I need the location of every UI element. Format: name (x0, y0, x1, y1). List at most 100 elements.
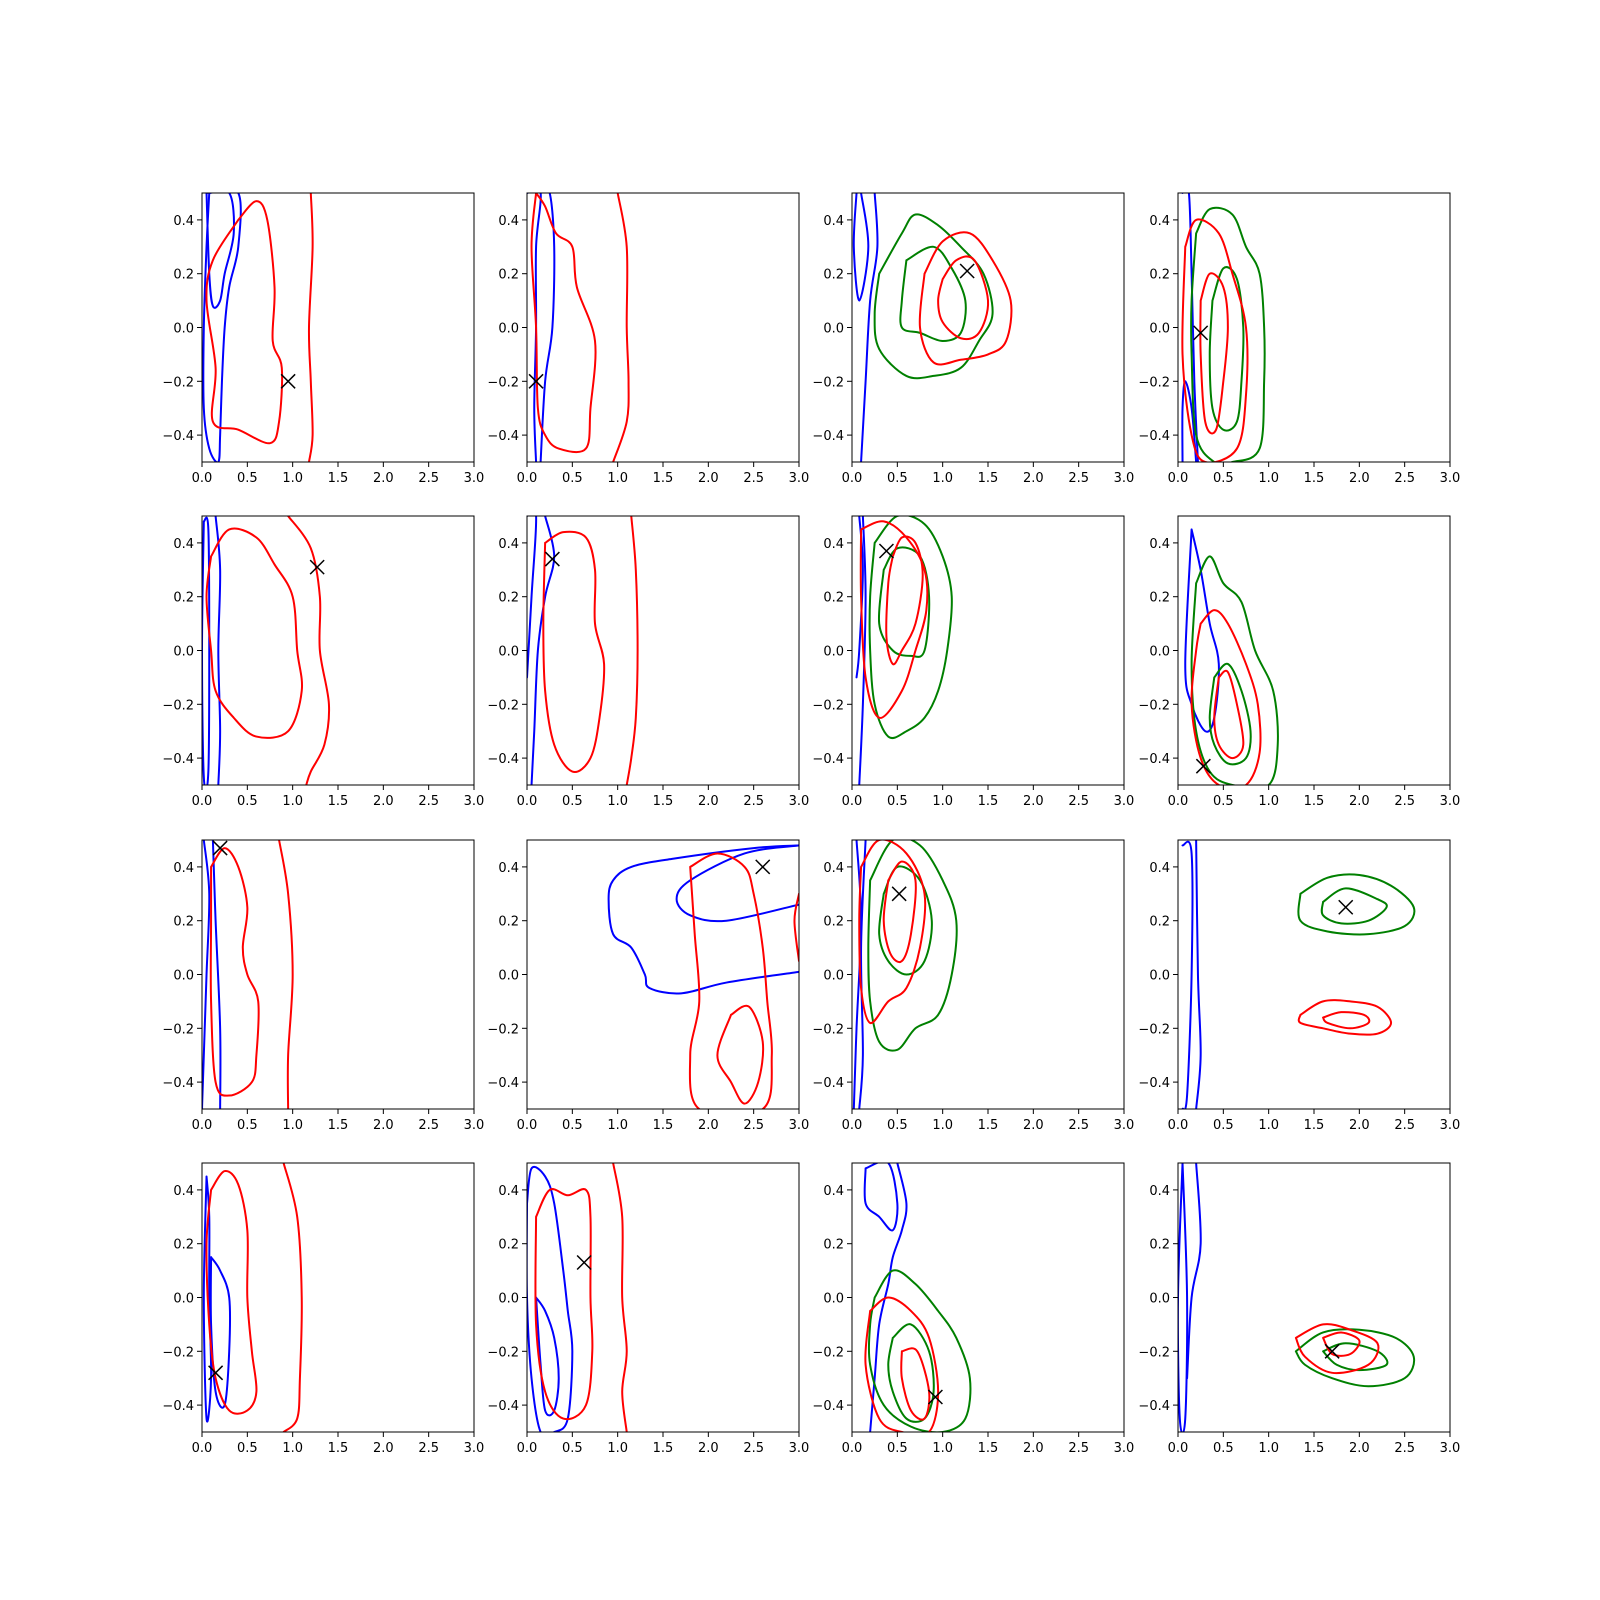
x-tick-label: 3.0 (789, 1118, 810, 1133)
red-contour (1297, 999, 1393, 1036)
y-tick-label: −0.4 (487, 752, 519, 767)
x-tick-label: 1.0 (932, 1441, 953, 1456)
x-tick-label: 1.0 (932, 471, 953, 486)
contour-lines (202, 1163, 303, 1432)
axes-frame (851, 839, 1125, 1110)
y-tick-label: −0.2 (162, 1345, 194, 1360)
y-tick-label: 0.4 (823, 214, 844, 229)
red-contour (1213, 669, 1245, 760)
red-contour (209, 847, 260, 1097)
x-tick-label: 1.5 (328, 1118, 349, 1133)
x-tick-label: 3.0 (789, 1441, 810, 1456)
y-tick-label: −0.2 (812, 1345, 844, 1360)
red-contour (885, 535, 924, 666)
green-contour (867, 840, 958, 1052)
x-tick-label: 1.5 (328, 471, 349, 486)
y-tick-label: 0.0 (823, 1292, 844, 1307)
y-tick-label: −0.4 (487, 429, 519, 444)
x-marker (891, 886, 907, 902)
y-tick-label: 0.0 (1149, 1292, 1170, 1307)
contour-lines (1181, 840, 1416, 1109)
red-contour (625, 516, 639, 785)
x-tick-label: 0.5 (237, 1441, 258, 1456)
x-tick-label: 1.5 (1304, 471, 1325, 486)
x-tick-label: 2.5 (1068, 794, 1089, 809)
contour-lines (527, 516, 639, 785)
y-tick-label: 0.2 (1149, 915, 1170, 930)
blue-contour (675, 844, 799, 923)
y-tick-label: 0.0 (498, 322, 519, 337)
blue-contour (527, 516, 538, 679)
x-tick-label: 0.0 (1168, 1118, 1189, 1133)
red-contour (882, 860, 917, 964)
blue-contour (530, 516, 556, 785)
red-contour (716, 1004, 765, 1105)
blue-contour (1195, 840, 1202, 1109)
red-contour (1322, 1011, 1371, 1030)
x-tick-label: 2.0 (698, 1118, 719, 1133)
red-contour (900, 1347, 931, 1421)
axes-frame (526, 1162, 800, 1433)
x-tick-label: 1.5 (978, 1441, 999, 1456)
red-contour (918, 231, 1013, 366)
blue-contour (1181, 380, 1198, 462)
y-tick-label: −0.4 (812, 1076, 844, 1091)
subplot-panel: 0.0 0.5 1.0 1.5 2.0 2.5 3.0 −0.4 −0.2 0.0 0.2 0.4 (162, 839, 485, 1133)
y-tick-label: 0.4 (498, 861, 519, 876)
red-contour (282, 1163, 303, 1432)
y-tick-label: −0.4 (487, 1399, 519, 1414)
y-tick-label: 0.2 (498, 915, 519, 930)
green-contour (1322, 1342, 1389, 1372)
subplot-panel: 0.0 0.5 1.0 1.5 2.0 2.5 3.0 −0.4 −0.2 0.0 0.2 0.4 (1138, 515, 1460, 809)
x-tick-label: 3.0 (464, 1118, 485, 1133)
y-tick-label: 0.0 (823, 322, 844, 337)
y-tick-label: −0.4 (812, 429, 844, 444)
x-tick-label: 0.0 (517, 794, 538, 809)
x-tick-label: 0.5 (237, 471, 258, 486)
green-contour (1190, 555, 1279, 785)
x-tick-label: 2.5 (743, 794, 764, 809)
x-tick-label: 1.5 (978, 1118, 999, 1133)
contour-lines (527, 1163, 628, 1432)
x-tick-label: 0.0 (192, 471, 213, 486)
red-contour (612, 1163, 628, 1432)
x-tick-label: 2.5 (1394, 1441, 1415, 1456)
red-contour (205, 527, 304, 739)
x-marker (309, 559, 325, 575)
x-tick-label: 1.5 (653, 1118, 674, 1133)
blue-contour (863, 1163, 899, 1232)
y-tick-label: 0.4 (1149, 1184, 1170, 1199)
green-contour (873, 213, 994, 380)
axes-frame (526, 192, 800, 463)
x-tick-label: 1.0 (607, 1441, 628, 1456)
x-tick-label: 0.5 (1213, 1118, 1234, 1133)
y-tick-label: 0.2 (173, 268, 194, 283)
green-contour (1190, 206, 1266, 462)
x-tick-label: 1.5 (1304, 794, 1325, 809)
x-tick-label: 2.5 (743, 471, 764, 486)
x-tick-label: 0.5 (887, 471, 908, 486)
y-tick-label: 0.4 (823, 537, 844, 552)
x-tick-label: 1.0 (607, 471, 628, 486)
x-tick-label: 3.0 (464, 471, 485, 486)
x-tick-label: 2.0 (1023, 794, 1044, 809)
y-tick-label: −0.4 (1138, 1399, 1170, 1414)
x-marker (212, 840, 228, 856)
y-tick-label: 0.0 (498, 969, 519, 984)
contour-lines (863, 1163, 972, 1432)
red-contour (612, 193, 630, 462)
subplot-panel: 0.0 0.5 1.0 1.5 2.0 2.5 3.0 −0.4 −0.2 0.0 0.2 0.4 (162, 515, 484, 809)
y-tick-label: 0.0 (1149, 645, 1170, 660)
x-tick-label: 0.5 (562, 471, 583, 486)
x-tick-label: 2.0 (373, 1118, 394, 1133)
contour-lines (1181, 193, 1266, 462)
x-tick-label: 0.5 (887, 1441, 908, 1456)
red-contour (937, 255, 990, 341)
x-tick-label: 2.0 (1023, 1441, 1044, 1456)
x-tick-label: 2.0 (1349, 471, 1370, 486)
y-tick-label: −0.2 (1138, 698, 1170, 713)
subplot-panel: 0.0 0.5 1.0 1.5 2.0 2.5 3.0 −0.4 −0.2 0.0 0.2 0.4 (487, 839, 810, 1133)
y-tick-label: 0.4 (1149, 537, 1170, 552)
blue-contour (539, 193, 556, 462)
